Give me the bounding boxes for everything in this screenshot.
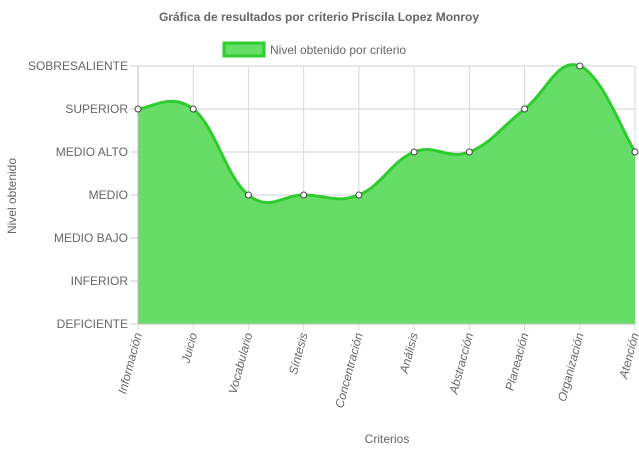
- x-axis-title: Criterios: [365, 432, 410, 446]
- y-tick-label: MEDIO ALTO: [56, 145, 128, 159]
- legend-label: Nivel obtenido por criterio: [270, 43, 406, 57]
- x-tick-label: Síntesis: [286, 331, 311, 376]
- data-point[interactable]: [410, 148, 418, 156]
- data-point[interactable]: [300, 191, 308, 199]
- data-point[interactable]: [134, 105, 142, 113]
- x-tick-label: Atención: [616, 331, 639, 381]
- series-fill: [138, 64, 635, 324]
- x-axis-ticks: Información Juicio Vocabulario Síntesis Conc…: [115, 331, 639, 410]
- x-tick-label: Concentración: [332, 331, 366, 410]
- y-tick-label: SUPERIOR: [65, 102, 128, 116]
- series-line: [137, 63, 637, 205]
- y-axis-title: Nivel obtenido: [5, 158, 19, 234]
- y-tick-label: MEDIO BAJO: [54, 231, 128, 245]
- x-tick-label: Planeación: [503, 331, 532, 392]
- data-point[interactable]: [189, 105, 197, 113]
- data-point[interactable]: [631, 148, 639, 156]
- x-tick-label: Información: [115, 331, 145, 395]
- data-point[interactable]: [521, 105, 529, 113]
- data-point[interactable]: [244, 191, 252, 199]
- y-axis-ticks: DEFICIENTE INFERIOR MEDIO BAJO MEDIO MEDIO A…: [28, 59, 128, 331]
- legend[interactable]: Nivel obtenido por criterio: [222, 41, 406, 58]
- data-points: [134, 62, 639, 199]
- x-tick-label: Juicio: [178, 331, 200, 366]
- y-tick-label: DEFICIENTE: [57, 317, 128, 331]
- y-tick-label: SOBRESALIENTE: [28, 59, 128, 73]
- data-point[interactable]: [576, 62, 584, 70]
- y-tick-label: INFERIOR: [71, 274, 129, 288]
- y-tick-label: MEDIO: [89, 188, 128, 202]
- series-area: [137, 63, 637, 325]
- x-tick-label: Abstracción: [446, 331, 476, 396]
- legend-swatch: [222, 41, 266, 58]
- x-tick-label: Organización: [555, 331, 587, 403]
- data-point[interactable]: [355, 191, 363, 199]
- x-tick-label: Análisis: [397, 331, 421, 376]
- data-point[interactable]: [465, 148, 473, 156]
- chart-title: Gráfica de resultados por criterio Prisc…: [159, 10, 479, 24]
- x-tick-label: Vocabulario: [226, 331, 256, 396]
